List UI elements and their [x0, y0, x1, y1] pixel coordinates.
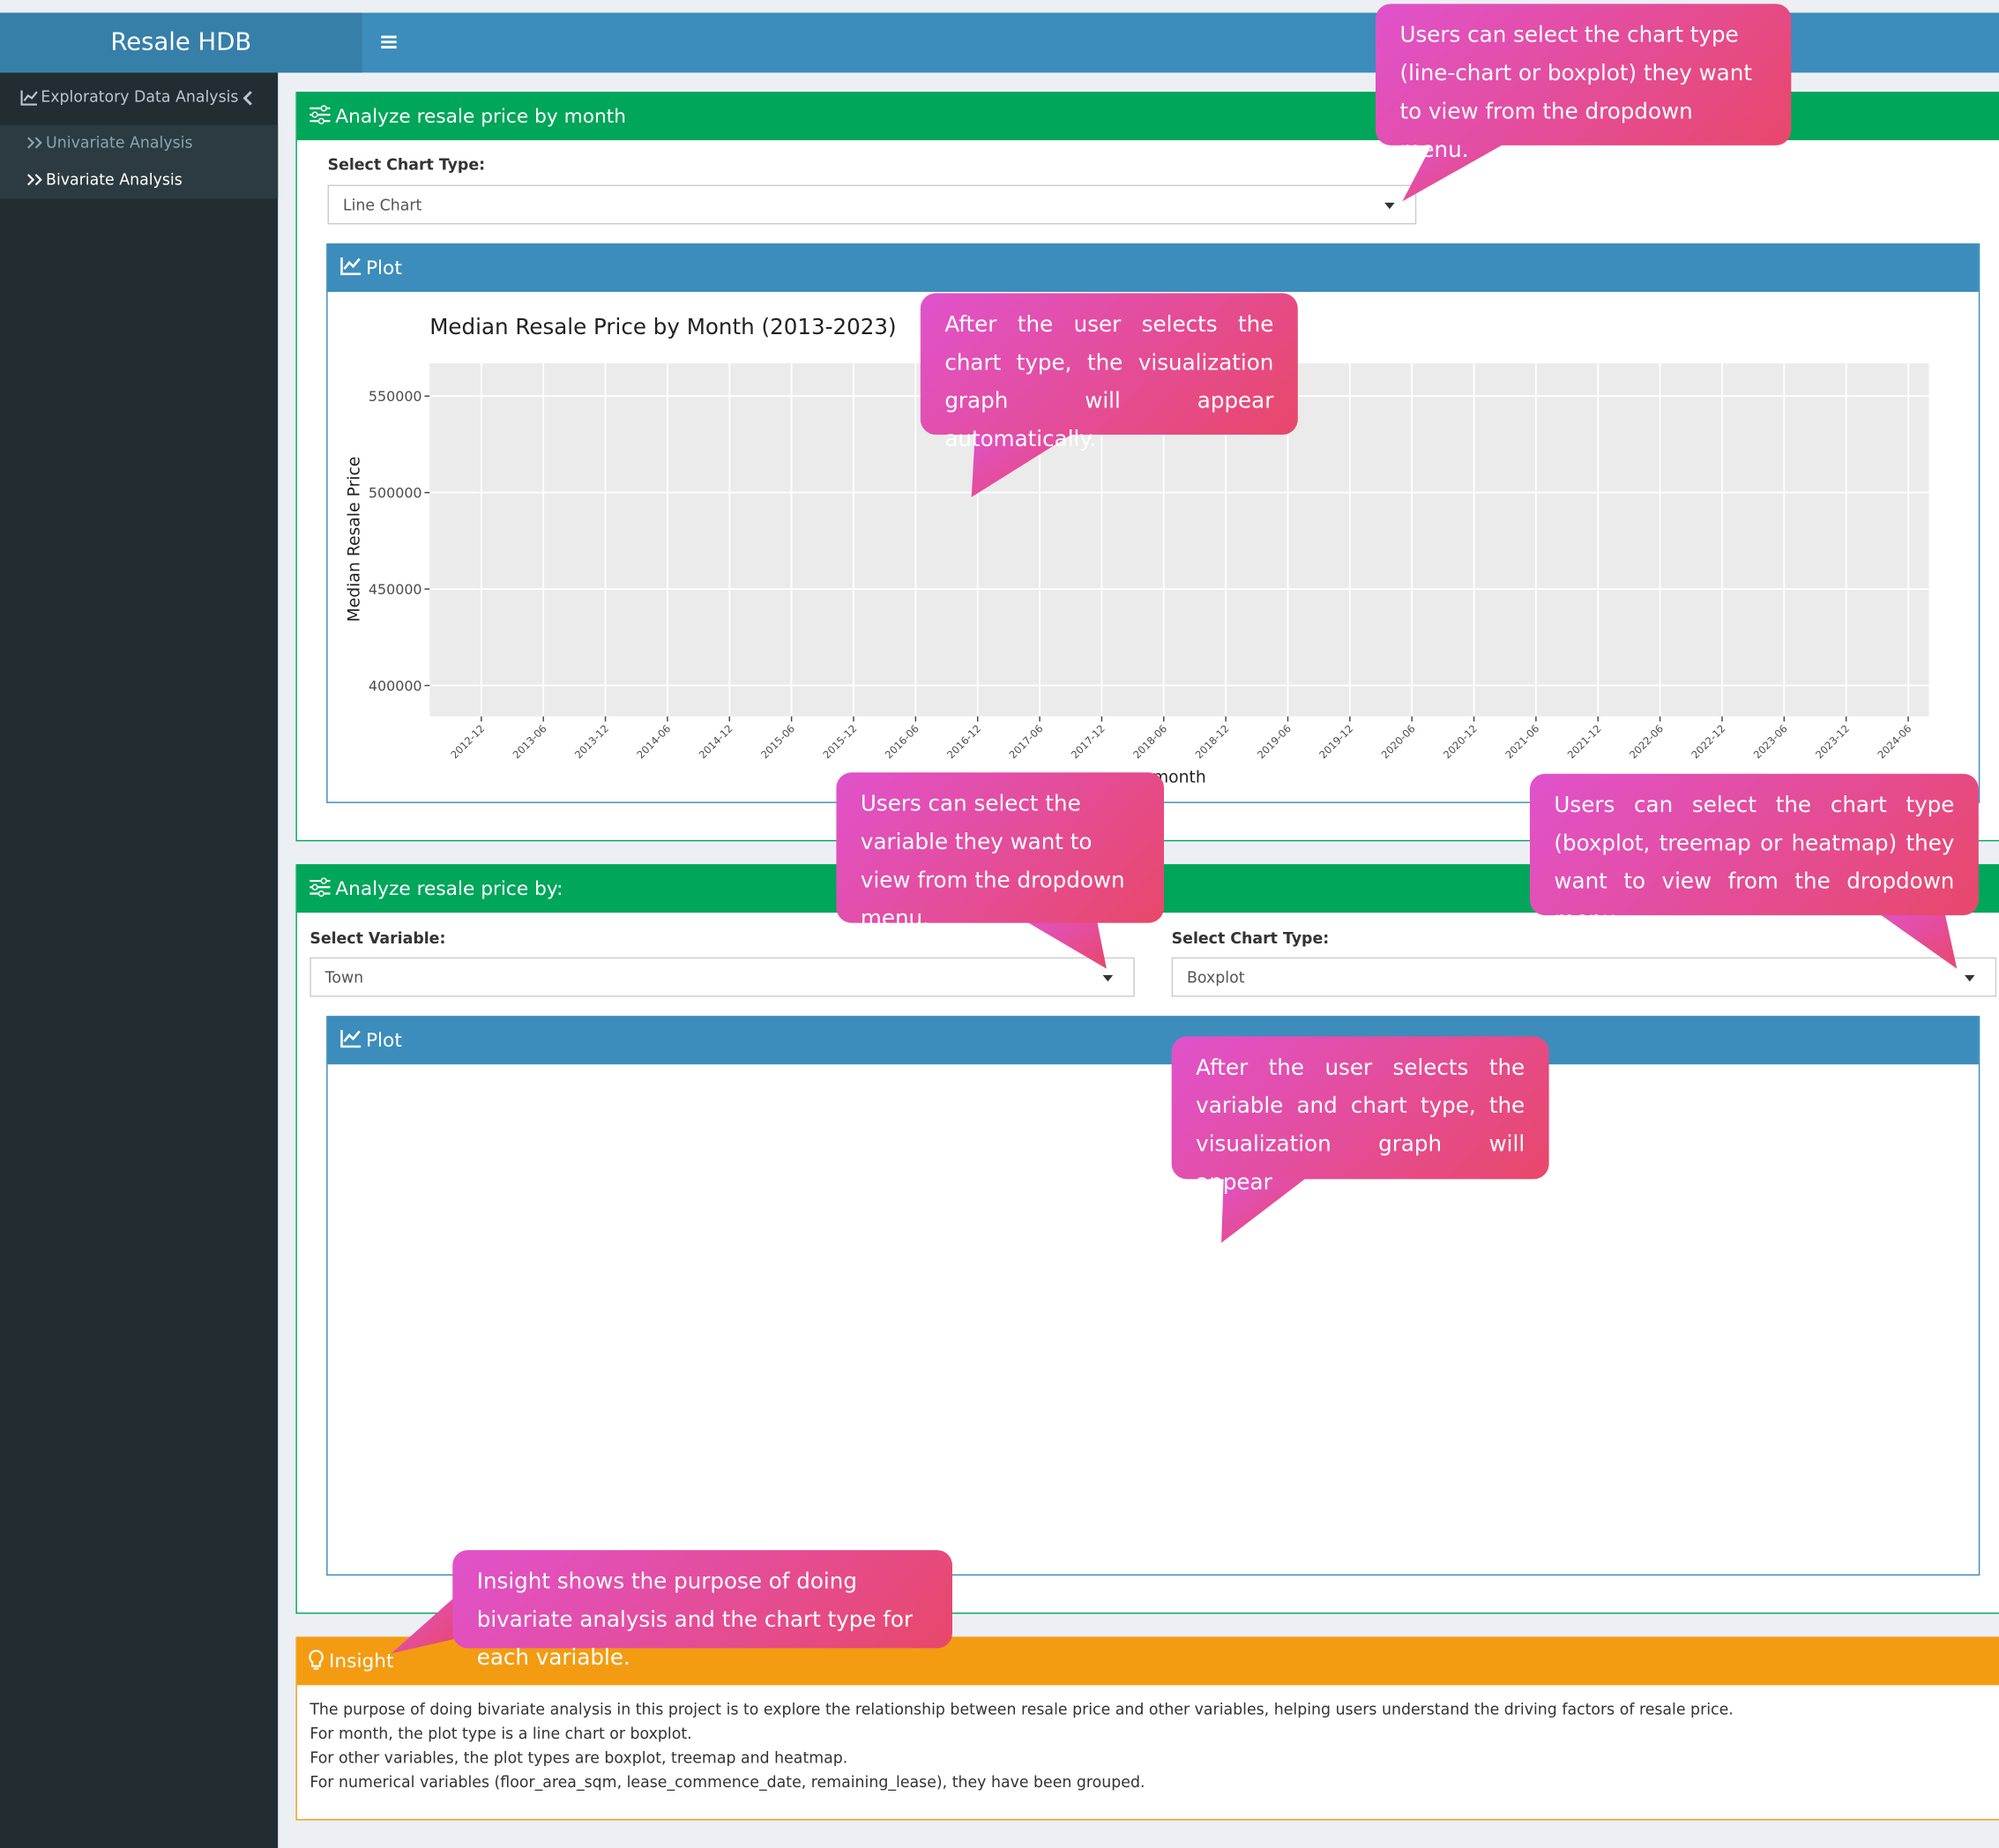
insight-line: The purpose of doing bivariate analysis … [310, 1700, 1734, 1718]
chart-icon [340, 1030, 362, 1048]
chart-title: Median Resale Price by Month (2013-2023) [429, 314, 896, 339]
brand[interactable]: Resale HDB [0, 12, 362, 73]
x-axis-label: month [1152, 769, 1206, 787]
select-value: Line Chart [342, 196, 422, 214]
select-value: Boxplot [1187, 968, 1245, 987]
chart-type-select[interactable]: Boxplot [1171, 957, 1997, 997]
sliders-icon [310, 877, 331, 898]
chevron [242, 91, 252, 106]
y-tick-label: 400000 [369, 677, 422, 694]
y-axis-label: Median Resale Price [346, 457, 364, 622]
insight-line: For other variables, the plot types are … [310, 1748, 848, 1767]
bulb-icon [309, 1650, 324, 1670]
chart-icon [340, 257, 362, 276]
select-label: Select Chart Type: [327, 155, 486, 174]
plot-header: Plot [327, 1016, 1979, 1065]
chevron-icon [27, 174, 42, 186]
y-tick-label: 500000 [369, 484, 422, 501]
chart-type-select[interactable]: Line Chart [327, 184, 1417, 225]
callout: Users can select the chart type (line-ch… [1376, 4, 1792, 163]
insight-text: The purpose of doing bivariate analysis … [310, 1698, 1733, 1795]
menu-item[interactable]: Univariate Analysis [46, 133, 193, 153]
sidebar [0, 72, 279, 1848]
select-value: Town [324, 968, 364, 987]
chart-icon [20, 90, 38, 106]
y-tick-label: 550000 [369, 388, 422, 405]
insight-line: For numerical variables (floor_area_sqm,… [310, 1773, 1145, 1792]
callout: Insight shows the purpose of doing bivar… [452, 1550, 953, 1671]
callout: After the user selects the chart type, t… [920, 293, 1298, 452]
menu-section[interactable]: Exploratory Data Analysis [41, 87, 239, 107]
select-label: Select Variable: [310, 928, 446, 948]
y-tick-label: 450000 [369, 581, 422, 598]
plot-header: Plot [327, 243, 1979, 293]
callout: Users can select the variable they want … [836, 772, 1165, 932]
submenu [0, 124, 279, 199]
select-label: Select Chart Type: [1171, 928, 1330, 948]
plot-box [326, 1016, 1980, 1576]
insight-line: For month, the plot type is a line chart… [310, 1725, 692, 1743]
menu-toggle[interactable] [380, 34, 398, 49]
callout: Users can select the chart type (boxplot… [1529, 773, 1979, 933]
callout: After the user selects the variable and … [1171, 1036, 1549, 1196]
variable-select[interactable]: Town [310, 957, 1135, 997]
chevron-icon [27, 137, 42, 149]
sliders-icon [310, 105, 331, 124]
menu-item-active[interactable]: Bivariate Analysis [46, 170, 183, 189]
